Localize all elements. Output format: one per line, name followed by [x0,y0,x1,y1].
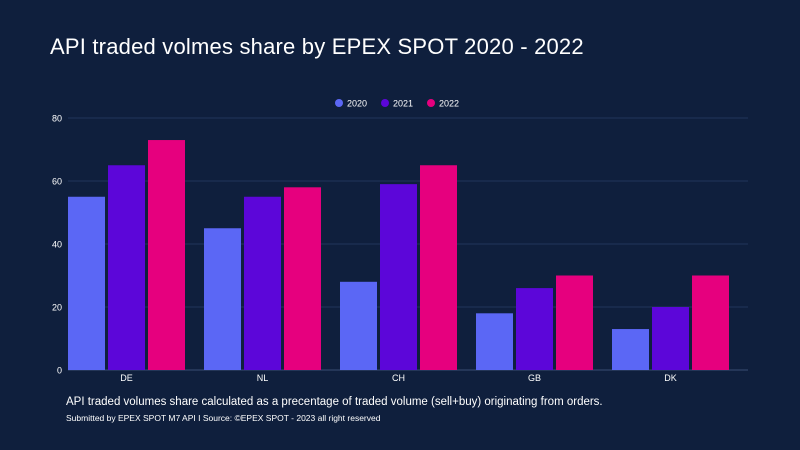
bar-de-2020 [68,196,105,370]
y-tick-label: 80 [52,114,62,124]
y-axis-ticks: 0 20 40 60 80 [52,114,62,376]
bar-nl-2020 [204,228,241,370]
bar-gb-2022 [556,275,593,370]
legend-label: 2022 [439,99,459,109]
legend-label: 2020 [347,99,367,109]
x-tick-label: DE [120,373,133,383]
bar-ch-2021 [380,184,417,370]
bar-dk-2020 [612,329,649,370]
y-tick-label: 20 [52,303,62,313]
legend-marker [335,99,343,107]
bar-dk-2022 [692,275,729,370]
legend-label: 2021 [393,99,413,109]
bar-nl-2022 [284,187,321,370]
x-tick-label: CH [392,373,405,383]
bar-nl-2021 [244,196,281,370]
x-tick-label: GB [528,373,541,383]
bar-dk-2021 [652,307,689,370]
y-tick-label: 0 [57,366,62,376]
bar-gb-2020 [476,313,513,370]
legend: 2020 2021 2022 [335,99,459,109]
y-tick-label: 60 [52,177,62,187]
legend-marker [427,99,435,107]
y-tick-label: 40 [52,240,62,250]
bar-de-2021 [108,165,145,370]
legend-marker [381,99,389,107]
bar-gb-2021 [516,288,553,370]
footnote: API traded volumes share calculated as a… [66,396,603,408]
source-line: Submitted by EPEX SPOT M7 API I Source: … [66,413,381,423]
bar-ch-2020 [340,281,377,370]
bar-de-2022 [148,140,185,370]
bars [68,140,729,370]
bar-ch-2022 [420,165,457,370]
chart-title: API traded volmes share by EPEX SPOT 202… [50,34,584,59]
x-tick-label: NL [257,373,269,383]
x-tick-label: DK [664,373,677,383]
x-axis-ticks: DE NL CH GB DK [120,373,677,383]
